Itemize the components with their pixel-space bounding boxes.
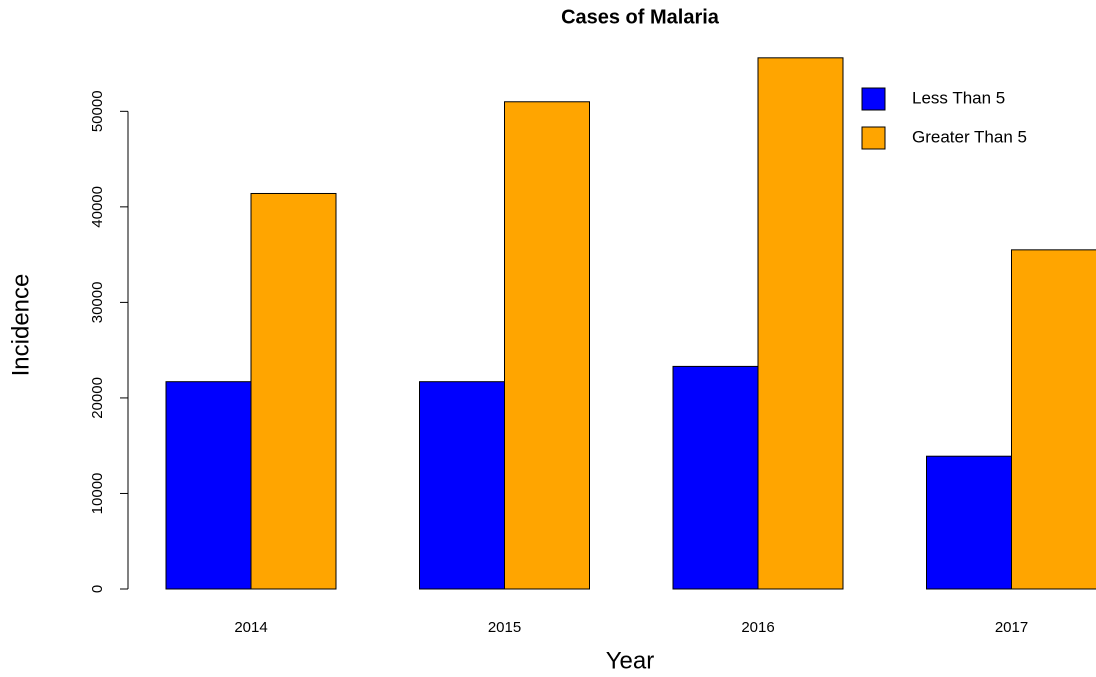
bar (926, 455, 1012, 590)
y-tick-label: 20000 (89, 377, 106, 419)
y-tick-label: 50000 (89, 90, 106, 132)
y-tick-label: 40000 (89, 186, 106, 228)
y-axis-label: Incidence (7, 274, 34, 377)
bar (250, 192, 337, 590)
bar (1011, 249, 1096, 590)
bar (504, 101, 590, 590)
y-tick-label: 30000 (89, 282, 106, 324)
x-tick-label: 2016 (741, 619, 774, 636)
bar (165, 381, 252, 590)
x-axis-label: Year (606, 647, 655, 674)
legend-swatch (861, 126, 886, 150)
bar (672, 365, 759, 590)
legend-swatch (861, 87, 886, 111)
legend-label: Less Than 5 (912, 88, 1005, 107)
bar (757, 57, 844, 590)
x-tick-label: 2017 (995, 619, 1028, 636)
y-tick-label: 0 (89, 585, 106, 593)
y-tick-label: 10000 (89, 473, 106, 515)
bar (419, 381, 505, 590)
chart-title: Cases of Malaria (561, 6, 720, 28)
x-tick-label: 2015 (488, 619, 521, 636)
x-tick-label: 2014 (234, 619, 267, 636)
legend-label: Greater Than 5 (912, 127, 1027, 146)
